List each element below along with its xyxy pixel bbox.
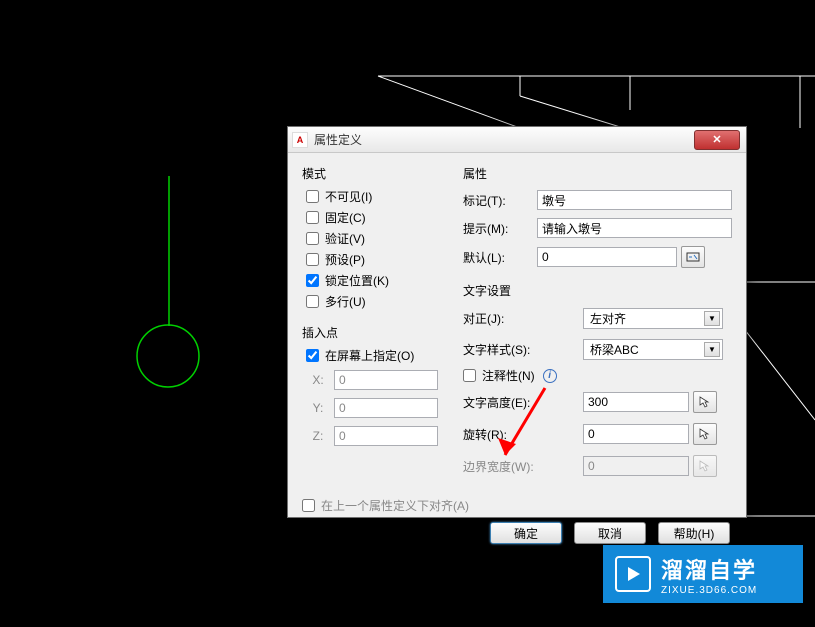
y-input[interactable] (334, 398, 438, 418)
watermark-en: ZIXUE.3D66.COM (661, 585, 757, 596)
play-icon (615, 556, 651, 592)
chevron-down-icon: ▼ (704, 311, 720, 326)
pick-width-button (693, 455, 717, 477)
height-input[interactable] (583, 392, 689, 412)
align-previous-label: 在上一个属性定义下对齐(A) (321, 497, 469, 514)
watermark: 溜溜自学 ZIXUE.3D66.COM (603, 545, 803, 603)
ok-button[interactable]: 确定 (490, 522, 562, 544)
annotative-label: 注释性(N) (482, 367, 535, 384)
prompt-label: 提示(M): (463, 220, 537, 237)
width-label: 边界宽度(W): (463, 458, 583, 475)
mode-section-label: 模式 (302, 165, 457, 182)
justify-label: 对正(J): (463, 310, 583, 327)
y-label: Y: (302, 401, 334, 415)
watermark-cn: 溜溜自学 (661, 553, 757, 585)
mode-constant[interactable]: 固定(C) (306, 209, 457, 226)
mode-preset[interactable]: 预设(P) (306, 251, 457, 268)
cursor-icon (698, 395, 712, 409)
cursor-icon (698, 459, 712, 473)
cancel-button[interactable]: 取消 (574, 522, 646, 544)
insert-section-label: 插入点 (302, 324, 457, 341)
tag-input[interactable] (537, 190, 732, 210)
pick-rotation-button[interactable] (693, 423, 717, 445)
app-icon: A (292, 132, 308, 148)
default-input[interactable] (537, 247, 677, 267)
x-label: X: (302, 373, 334, 387)
default-label: 默认(L): (463, 249, 537, 266)
cursor-icon (698, 427, 712, 441)
rotation-input[interactable] (583, 424, 689, 444)
height-label: 文字高度(E): (463, 394, 583, 411)
mode-lock-position[interactable]: 锁定位置(K) (306, 272, 457, 289)
insert-onscreen[interactable]: 在屏幕上指定(O) (306, 347, 457, 364)
help-button[interactable]: 帮助(H) (658, 522, 730, 544)
z-input[interactable] (334, 426, 438, 446)
dialog-title: 属性定义 (314, 131, 694, 148)
mode-verify[interactable]: 验证(V) (306, 230, 457, 247)
attribute-definition-dialog: A 属性定义 ✕ 模式 不可见(I) 固定(C) 验证(V) 预设(P) 锁定位… (287, 126, 747, 518)
z-label: Z: (302, 429, 334, 443)
rotation-label: 旋转(R): (463, 426, 583, 443)
field-icon (686, 250, 700, 264)
width-input (583, 456, 689, 476)
mode-multiline[interactable]: 多行(U) (306, 293, 457, 310)
tag-label: 标记(T): (463, 192, 537, 209)
info-icon[interactable]: i (543, 369, 557, 383)
textset-section-label: 文字设置 (463, 282, 732, 299)
insert-field-button[interactable] (681, 246, 705, 268)
style-dropdown[interactable]: 桥梁ABC▼ (583, 339, 723, 360)
attr-section-label: 属性 (463, 165, 732, 182)
mode-invisible[interactable]: 不可见(I) (306, 188, 457, 205)
pick-height-button[interactable] (693, 391, 717, 413)
x-input[interactable] (334, 370, 438, 390)
close-button[interactable]: ✕ (694, 130, 740, 150)
align-previous-checkbox[interactable] (302, 499, 315, 512)
annotative-checkbox[interactable] (463, 369, 476, 382)
justify-dropdown[interactable]: 左对齐▼ (583, 308, 723, 329)
style-label: 文字样式(S): (463, 341, 583, 358)
prompt-input[interactable] (537, 218, 732, 238)
chevron-down-icon: ▼ (704, 342, 720, 357)
titlebar[interactable]: A 属性定义 ✕ (288, 127, 746, 153)
